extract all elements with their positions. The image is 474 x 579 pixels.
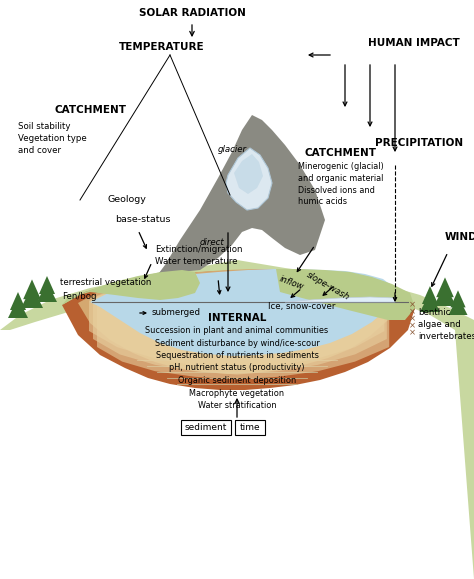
Text: Soil stability
Vegetation type
and cover: Soil stability Vegetation type and cover <box>18 122 87 155</box>
Text: benthic
algae and
invertebrates: benthic algae and invertebrates <box>418 308 474 340</box>
Polygon shape <box>150 115 325 285</box>
Text: glacier: glacier <box>218 145 246 154</box>
Text: ×: × <box>409 314 416 324</box>
Text: CATCHMENT: CATCHMENT <box>55 105 127 115</box>
Text: ×: × <box>409 307 416 317</box>
Text: TEMPERATURE: TEMPERATURE <box>119 42 205 52</box>
Text: CATCHMENT: CATCHMENT <box>305 148 377 158</box>
Polygon shape <box>93 274 387 375</box>
Polygon shape <box>21 286 43 308</box>
Text: terrestrial vegetation: terrestrial vegetation <box>60 278 151 287</box>
Polygon shape <box>448 296 467 315</box>
Text: WIND: WIND <box>445 232 474 242</box>
Text: direct: direct <box>200 238 224 247</box>
Polygon shape <box>62 270 200 305</box>
Text: ×: × <box>409 328 416 338</box>
Polygon shape <box>285 297 395 302</box>
FancyBboxPatch shape <box>181 420 231 435</box>
Polygon shape <box>10 292 26 310</box>
Polygon shape <box>89 275 384 370</box>
Text: HUMAN IMPACT: HUMAN IMPACT <box>368 38 460 48</box>
Polygon shape <box>78 269 398 374</box>
Text: base-status: base-status <box>115 215 171 224</box>
Text: inflow: inflow <box>278 274 305 291</box>
FancyBboxPatch shape <box>235 420 265 435</box>
Text: Fen/bog: Fen/bog <box>62 292 97 301</box>
Text: Minerogenic (glacial)
and organic material
Dissolved ions and
humic acids: Minerogenic (glacial) and organic materi… <box>298 162 384 206</box>
Polygon shape <box>90 269 396 356</box>
Text: time: time <box>240 423 260 431</box>
Text: PRECIPITATION: PRECIPITATION <box>375 138 463 148</box>
Polygon shape <box>0 260 474 579</box>
Text: submerged: submerged <box>152 308 201 317</box>
Polygon shape <box>234 154 263 194</box>
Polygon shape <box>436 277 454 297</box>
Polygon shape <box>450 290 465 307</box>
Polygon shape <box>97 274 389 379</box>
Text: sediment: sediment <box>185 423 227 431</box>
Polygon shape <box>422 286 438 304</box>
Polygon shape <box>8 298 28 318</box>
Polygon shape <box>420 292 440 312</box>
Text: Geology: Geology <box>108 195 147 204</box>
Polygon shape <box>276 269 415 320</box>
Text: Extinction/migration
Water temperature: Extinction/migration Water temperature <box>155 245 243 266</box>
Polygon shape <box>226 148 272 210</box>
Text: Succession in plant and animal communities
Sediment disturbance by wind/ice-scou: Succession in plant and animal communiti… <box>146 326 328 410</box>
Text: ×: × <box>409 301 416 310</box>
Polygon shape <box>62 270 415 390</box>
Polygon shape <box>39 276 55 294</box>
Polygon shape <box>37 282 57 302</box>
Text: INTERNAL: INTERNAL <box>208 313 266 323</box>
Polygon shape <box>434 284 456 306</box>
Polygon shape <box>23 280 41 299</box>
Text: SOLAR RADIATION: SOLAR RADIATION <box>138 8 246 18</box>
Text: Ice, snow-cover: Ice, snow-cover <box>268 302 336 311</box>
Text: slope-wash: slope-wash <box>305 270 351 302</box>
Text: ×: × <box>409 321 416 331</box>
